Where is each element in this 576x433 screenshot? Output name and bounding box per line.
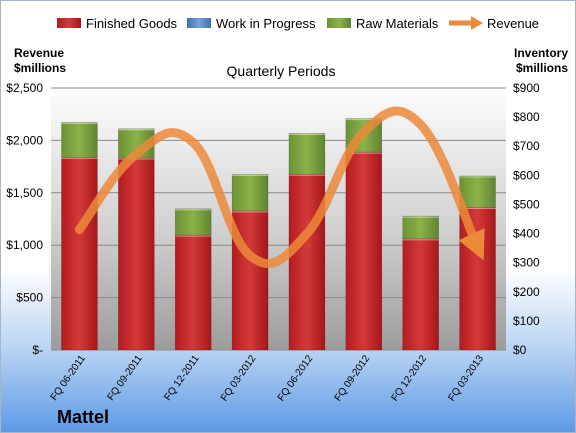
x-tick-label: FQ 03-2012 — [219, 353, 259, 403]
bar-finished-goods — [174, 234, 212, 351]
x-tick-label: FQ 06-2011 — [49, 353, 88, 403]
x-axis-ticks: FQ 06-2011 FQ 09-2011 FQ 12-2011 FQ 03-2012… — [49, 353, 487, 403]
right-axis-ticks: $0 $100 $200 $300 $400 $500 $600 $700 $800 $900 — [513, 81, 540, 357]
legend-entry-revenue: Revenue — [449, 16, 539, 31]
legend: Finished Goods Work in Progress Raw Mate… — [57, 16, 539, 31]
bar-finished-goods — [61, 157, 98, 351]
right-axis-title-line-1: Inventory — [514, 46, 568, 60]
right-tick-label: $600 — [513, 168, 540, 182]
x-tick-label: FQ 09-2012 — [333, 353, 373, 403]
left-tick-label: $500 — [16, 291, 43, 305]
legend-swatch-raw-materials — [327, 18, 351, 28]
left-tick-label: $2,500 — [6, 81, 43, 95]
legend-swatch-work-in-progress — [187, 18, 211, 28]
legend-label-work-in-progress: Work in Progress — [216, 16, 316, 31]
legend-label-finished-goods: Finished Goods — [86, 16, 178, 31]
bar-raw-materials — [402, 215, 439, 240]
right-axis-title-line-2: $millions — [516, 61, 568, 75]
bar-finished-goods — [459, 207, 496, 351]
bar-raw-materials — [459, 175, 496, 208]
left-axis-ticks: $- $500 $1,000 $1,500 $2,000 $2,500 — [6, 81, 43, 357]
bar-raw-materials — [61, 122, 98, 158]
left-tick-label: $2,000 — [6, 133, 43, 147]
x-tick-label: FQ 12-2011 — [162, 353, 201, 403]
bar-raw-materials — [174, 208, 212, 236]
right-tick-label: $400 — [513, 227, 540, 241]
legend-label-raw-materials: Raw Materials — [356, 16, 439, 31]
left-axis-title-line-2: $millions — [14, 61, 66, 75]
legend-label-revenue: Revenue — [487, 16, 539, 31]
left-axis-title-line-1: Revenue — [14, 46, 64, 60]
x-tick-label: FQ 12-2012 — [390, 353, 430, 403]
bar-raw-materials — [231, 174, 269, 212]
bar-finished-goods — [118, 157, 155, 351]
legend-entry-raw-materials: Raw Materials — [327, 16, 439, 31]
revenue-series — [74, 106, 485, 269]
left-tick-label: $- — [32, 343, 43, 357]
right-tick-label: $800 — [513, 110, 540, 124]
revenue-line — [74, 106, 485, 269]
left-tick-label: $1,500 — [6, 186, 43, 200]
legend-entry-finished-goods: Finished Goods — [57, 16, 178, 31]
x-tick-label: FQ 09-2011 — [106, 353, 145, 403]
plot-title: Quarterly Periods — [227, 63, 336, 79]
bar-finished-goods — [345, 151, 383, 351]
bar-raw-materials — [288, 133, 326, 175]
legend-arrow-icon — [471, 16, 483, 30]
bar-finished-goods — [402, 238, 439, 351]
right-tick-label: $900 — [513, 81, 540, 95]
right-tick-label: $700 — [513, 139, 540, 153]
right-tick-label: $500 — [513, 197, 540, 211]
right-tick-label: $300 — [513, 256, 540, 270]
bar-finished-goods — [288, 173, 326, 351]
right-tick-label: $200 — [513, 285, 540, 299]
brand-label: Mattel — [57, 407, 109, 427]
left-tick-label: $1,000 — [6, 238, 43, 252]
x-tick-label: FQ 03-2013 — [446, 353, 486, 403]
right-tick-label: $0 — [513, 343, 527, 357]
legend-entry-work-in-progress: Work in Progress — [187, 16, 316, 31]
x-tick-label: FQ 06-2012 — [276, 353, 316, 403]
right-tick-label: $100 — [513, 314, 540, 328]
legend-swatch-finished-goods — [57, 18, 81, 28]
